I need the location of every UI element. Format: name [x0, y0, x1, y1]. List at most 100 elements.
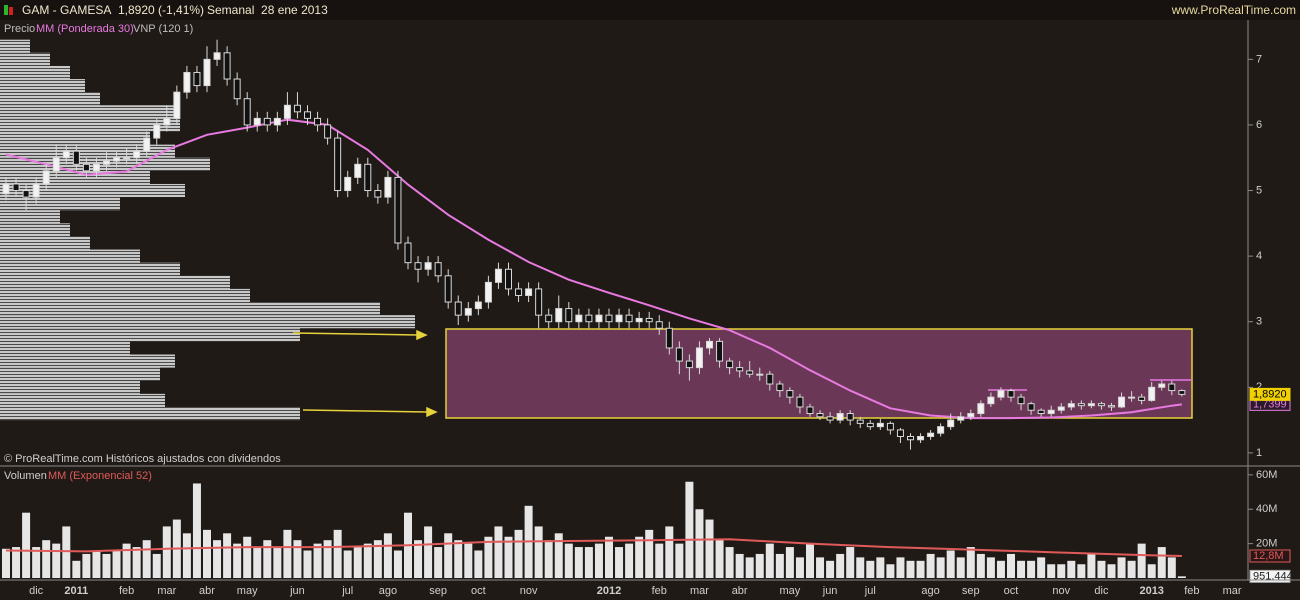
x-tick-label: jul [341, 585, 353, 597]
volume-bar [665, 526, 674, 578]
volume-bar [434, 547, 443, 578]
candle-body [354, 163, 362, 178]
profile-bar [0, 170, 150, 184]
profile-bar [0, 52, 50, 66]
candle-body [585, 314, 593, 323]
candle-body [716, 340, 724, 362]
volume-bar [203, 529, 211, 578]
x-tick-label: mar [1223, 585, 1242, 597]
candle-body [886, 422, 894, 431]
volume-bar [1057, 564, 1066, 578]
candle-body [133, 150, 141, 159]
volume-bar [1177, 576, 1186, 578]
volume-bar [514, 529, 523, 578]
candle-body [706, 340, 713, 349]
candle-body [293, 104, 301, 113]
profile-bar [0, 380, 140, 394]
candle-body [605, 314, 613, 323]
profile-bar [0, 367, 160, 381]
candle-body [866, 422, 874, 428]
volume-bar [454, 540, 463, 578]
volume-bar [393, 550, 402, 578]
candle-body [283, 104, 291, 119]
value-tag-label: 12,8M [1253, 550, 1284, 562]
volume-bar [243, 536, 252, 578]
candle-body [515, 288, 523, 296]
volume [2, 481, 1186, 578]
volume-bar [42, 540, 51, 578]
volume-bar [444, 533, 453, 578]
x-tick-label: oct [471, 585, 486, 597]
candle-body [263, 117, 271, 126]
candle-body [103, 160, 110, 165]
candle-body [374, 190, 382, 198]
candle-body [786, 390, 794, 398]
volume-bar [896, 557, 905, 578]
x-tick-label: 2012 [597, 585, 621, 597]
volume-bar [625, 543, 634, 578]
value-tag [1249, 569, 1291, 583]
candle-body [273, 117, 281, 126]
profile-bar [0, 354, 175, 368]
candle-body [243, 98, 251, 126]
y-tick-label: 2 [1256, 381, 1262, 393]
candle-body [876, 422, 884, 428]
candle-body [826, 416, 834, 421]
volume-bar [655, 543, 664, 578]
value-tag-label: 1,7399 [1253, 398, 1287, 410]
candle-body [1148, 386, 1156, 401]
y-tick-label: 60M [1256, 469, 1277, 481]
highlight-box [445, 328, 1193, 419]
candle-body [42, 170, 50, 185]
volume-bar [2, 548, 10, 578]
volume-bar [1077, 564, 1086, 578]
candle-body [655, 321, 663, 329]
candle-body [424, 262, 432, 270]
candle-body [183, 71, 191, 93]
candle-body [545, 314, 553, 323]
x-tick-label: mar [157, 585, 176, 597]
volume-bar [1157, 547, 1166, 578]
volume-bar [806, 543, 814, 578]
volume-bar [826, 560, 835, 578]
quote: 1,8920 (-1,41%) [118, 3, 204, 17]
candle-body [334, 137, 342, 192]
y-tick-label: 4 [1256, 250, 1262, 262]
profile-bar [0, 341, 130, 355]
candle-body [454, 301, 462, 316]
volume-bar [816, 557, 825, 578]
candle-body [645, 317, 653, 323]
profile-bar [0, 105, 175, 119]
candle-body [685, 360, 693, 369]
profile-bar [0, 223, 70, 237]
x-tick-label: dic [1094, 585, 1109, 597]
value-tag-label: 951.444 [1253, 570, 1293, 582]
volume-bar [1097, 560, 1106, 578]
candle-body [535, 288, 543, 316]
volume-bar [464, 543, 473, 578]
volume-bar [795, 557, 804, 578]
candle-body [163, 117, 171, 126]
volume-bar [494, 526, 503, 578]
candle-body [1178, 390, 1186, 395]
volume-bar [785, 547, 794, 578]
candle-body [555, 308, 563, 323]
volume-bar [534, 526, 543, 578]
candle-body [123, 157, 131, 160]
volume-bar [645, 529, 654, 578]
volume-bar [866, 560, 875, 578]
volume-bar [102, 553, 111, 578]
x-tick-label: jun [822, 585, 838, 597]
candle-body [384, 176, 392, 198]
candle-body [756, 373, 764, 376]
volume-bar [836, 553, 845, 578]
volume-bar [685, 481, 694, 578]
volume-bar [926, 553, 935, 578]
volume-bar [906, 560, 915, 578]
ma-line [5, 118, 1183, 420]
profile-bar [0, 39, 30, 53]
profile-bar [0, 236, 90, 250]
candle-body [32, 183, 40, 198]
candle-body [846, 413, 854, 421]
